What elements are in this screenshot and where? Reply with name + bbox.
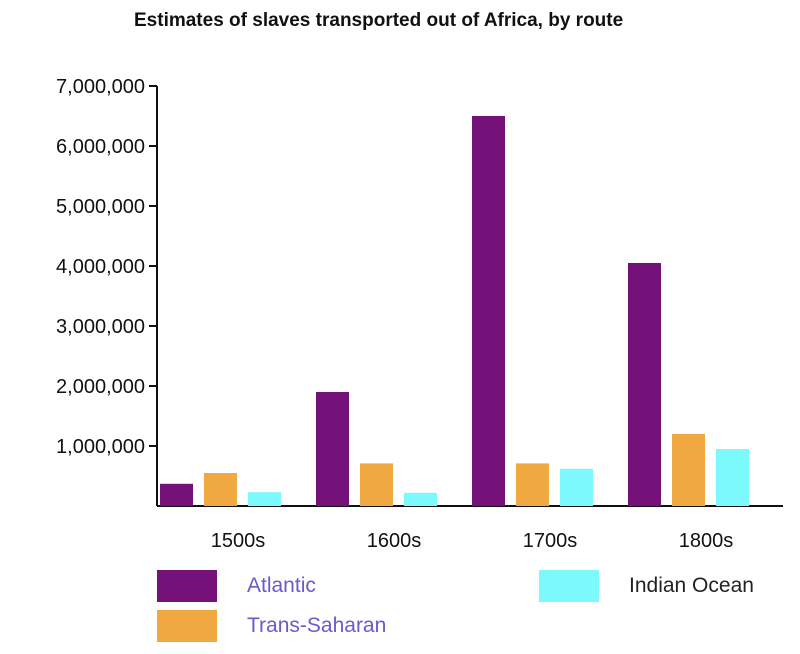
y-tick-label: 7,000,000: [56, 76, 145, 98]
y-tick-label: 3,000,000: [56, 316, 145, 338]
bar-atlantic-1700s: [472, 116, 505, 506]
legend-item-atlantic: Atlantic: [157, 570, 316, 602]
bar-chart: 1,000,000 2,000,000 3,000,000 4,000,000 5,00…: [56, 76, 783, 552]
legend-swatch-indian-ocean: [539, 570, 599, 602]
x-axis: 1500s 1600s 1700s 1800s: [157, 505, 783, 552]
bar-indian-ocean-1600s: [404, 492, 437, 506]
legend-item-indian-ocean: Indian Ocean: [539, 570, 754, 602]
bar-indian-ocean-1700s: [560, 468, 593, 506]
y-tick-label: 6,000,000: [56, 136, 145, 158]
bar-trans-saharan-1700s: [516, 463, 549, 506]
legend-label-trans-saharan: Trans-Saharan: [247, 614, 387, 637]
legend-swatch-trans-saharan: [157, 610, 217, 642]
bar-indian-ocean-1800s: [716, 449, 749, 506]
legend-label-atlantic: Atlantic: [247, 574, 316, 597]
bar-atlantic-1800s: [628, 263, 661, 506]
bar-indian-ocean-1500s: [248, 492, 281, 506]
legend-label-indian-ocean: Indian Ocean: [629, 574, 754, 597]
bars-group: [160, 116, 749, 506]
legend-swatch-atlantic: [157, 570, 217, 602]
bar-atlantic-1600s: [316, 392, 349, 506]
legend-item-trans-saharan: Trans-Saharan: [157, 610, 386, 642]
y-axis: 1,000,000 2,000,000 3,000,000 4,000,000 5,00…: [56, 76, 158, 506]
x-tick-label: 1800s: [679, 530, 734, 552]
x-tick-label: 1600s: [367, 530, 422, 552]
bar-trans-saharan-1800s: [672, 434, 705, 506]
y-tick-label: 2,000,000: [56, 376, 145, 398]
x-tick-label: 1700s: [523, 530, 578, 552]
bar-trans-saharan-1500s: [204, 473, 237, 506]
bar-trans-saharan-1600s: [360, 463, 393, 506]
x-tick-label: 1500s: [211, 530, 266, 552]
y-tick-label: 4,000,000: [56, 256, 145, 278]
y-tick-label: 5,000,000: [56, 196, 145, 218]
bar-atlantic-1500s: [160, 483, 193, 506]
chart-title: Estimates of slaves transported out of A…: [134, 10, 624, 31]
y-tick-label: 1,000,000: [56, 436, 145, 458]
